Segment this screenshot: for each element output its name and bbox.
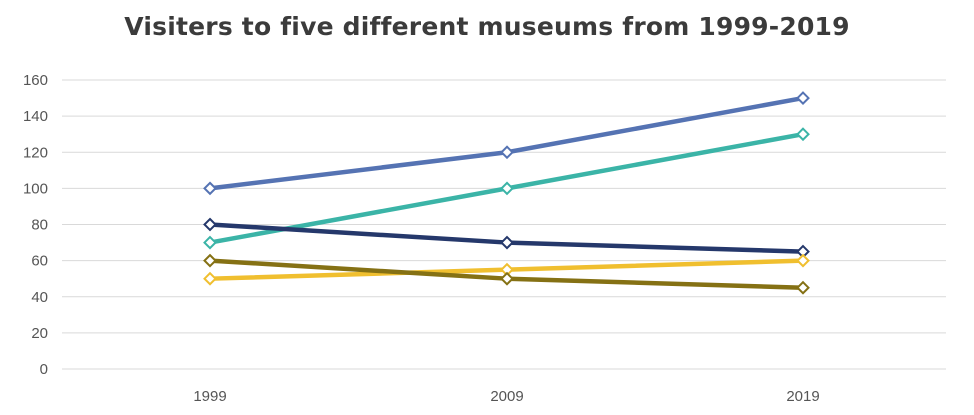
y-tick-label: 20 bbox=[31, 325, 48, 342]
data-point-marker bbox=[500, 235, 514, 250]
chart-title: Visiters to five different museums from … bbox=[124, 12, 850, 41]
data-point-marker bbox=[203, 271, 217, 286]
data-point-marker bbox=[500, 181, 514, 196]
series-line-1 bbox=[207, 95, 806, 191]
data-point-marker bbox=[796, 253, 810, 268]
data-point-marker bbox=[796, 127, 810, 142]
y-tick-label: 140 bbox=[23, 108, 48, 125]
y-tick-label: 0 bbox=[40, 361, 48, 378]
data-point-marker bbox=[203, 235, 217, 250]
data-point-marker bbox=[796, 280, 810, 295]
data-point-marker bbox=[500, 145, 514, 160]
y-tick-label: 60 bbox=[31, 253, 48, 270]
y-tick-label: 120 bbox=[23, 144, 48, 161]
y-tick-label: 40 bbox=[31, 289, 48, 306]
y-tick-label: 100 bbox=[23, 180, 48, 197]
data-point-marker bbox=[203, 181, 217, 196]
data-point-marker bbox=[500, 271, 514, 286]
x-tick-label: 2019 bbox=[786, 388, 819, 405]
data-point-marker bbox=[203, 217, 217, 232]
data-point-marker bbox=[203, 253, 217, 268]
x-tick-label: 1999 bbox=[193, 388, 226, 405]
y-tick-label: 80 bbox=[31, 217, 48, 234]
x-tick-label: 2009 bbox=[490, 388, 523, 405]
data-point-marker bbox=[796, 91, 810, 105]
y-tick-label: 160 bbox=[23, 72, 48, 89]
